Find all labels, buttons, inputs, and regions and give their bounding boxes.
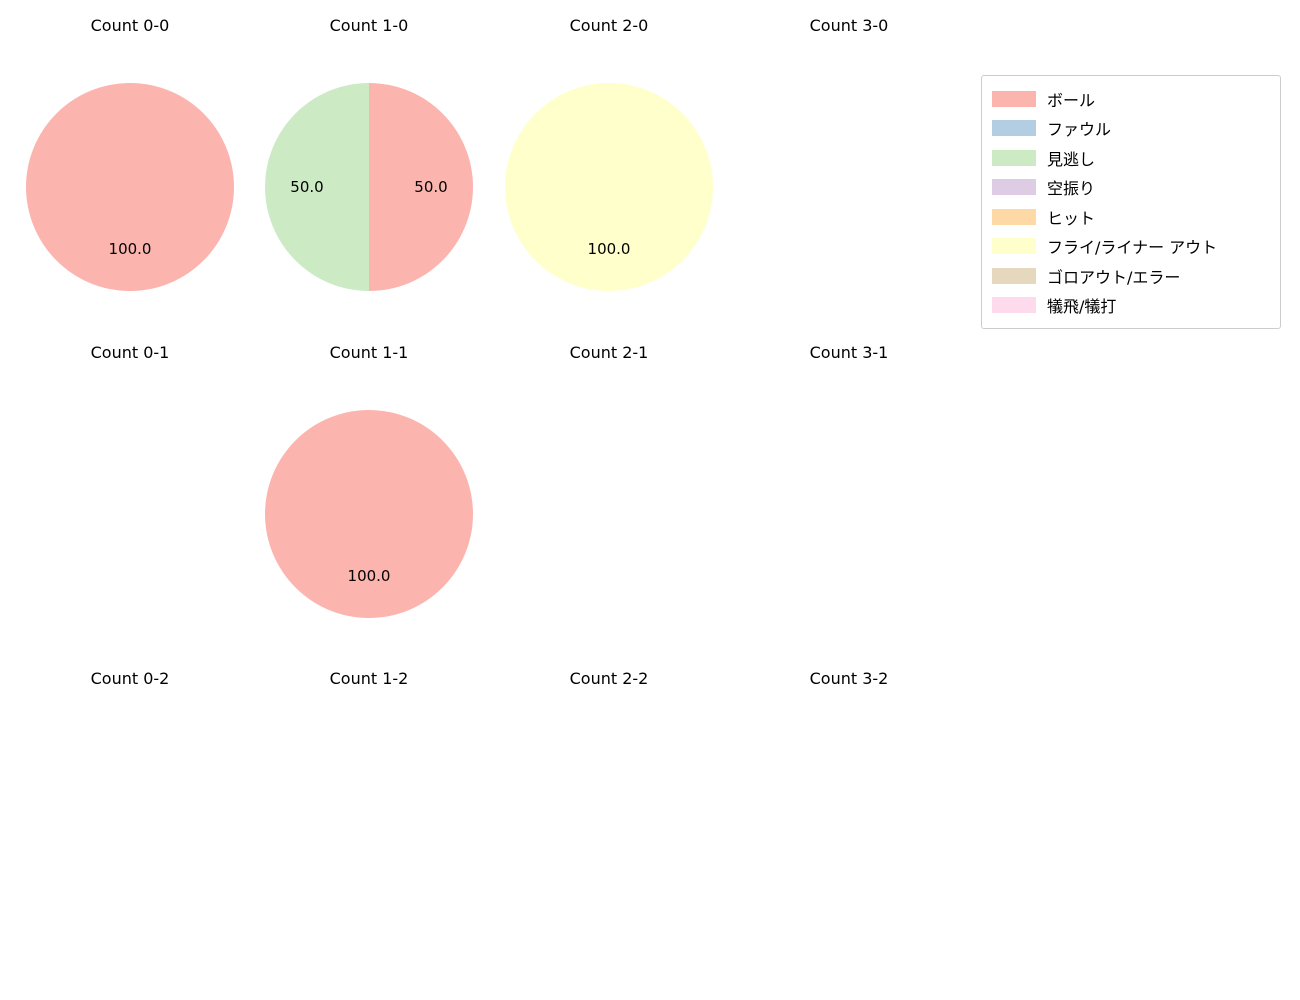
subplot-title: Count 0-2 xyxy=(90,669,170,688)
pie-subplot: Count 2-2 xyxy=(489,667,729,691)
legend-item: ゴロアウト/エラー xyxy=(992,261,1270,291)
pie-subplot: Count 0-2 xyxy=(10,667,250,691)
legend-swatch xyxy=(992,297,1036,314)
subplot-title: Count 3-0 xyxy=(809,16,889,35)
legend-label: ファウル xyxy=(1047,120,1112,140)
subplot-title: Count 2-1 xyxy=(569,343,649,362)
pie-subplot: Count 2-1 xyxy=(489,341,729,365)
legend-item: 空振り xyxy=(992,173,1270,203)
pie-chart: 50.0 50.0 xyxy=(265,83,473,291)
legend-label: フライ/ライナー アウト xyxy=(1047,238,1218,258)
legend-swatch xyxy=(992,208,1036,225)
subplot-title: Count 2-2 xyxy=(569,669,649,688)
legend-item: フライ/ライナー アウト xyxy=(992,232,1270,262)
legend-item: ファウル xyxy=(992,114,1270,144)
legend-item: 犠飛/犠打 xyxy=(992,291,1270,321)
legend-label: 犠飛/犠打 xyxy=(1047,297,1117,317)
legend-swatch xyxy=(992,179,1036,196)
legend-label: ヒット xyxy=(1047,208,1096,228)
pie-subplot: Count 3-2 xyxy=(729,667,969,691)
subplot-title: Count 2-0 xyxy=(569,16,649,35)
legend-label: ゴロアウト/エラー xyxy=(1047,267,1181,287)
pie-slice-value: 50.0 xyxy=(290,178,324,196)
pie-slice-value: 100.0 xyxy=(347,567,391,585)
pie-subplot: Count 3-0 xyxy=(729,14,969,38)
pie-subplot: Count 1-0 50.0 50.0 xyxy=(249,14,489,291)
legend-item: ボール xyxy=(992,84,1270,114)
legend-swatch xyxy=(992,90,1036,107)
legend-swatch xyxy=(992,120,1036,137)
legend-item: ヒット xyxy=(992,202,1270,232)
pie-chart: 100.0 xyxy=(505,83,713,291)
legend-swatch xyxy=(992,149,1036,166)
legend-item: 見逃し xyxy=(992,143,1270,173)
legend-label: ボール xyxy=(1047,90,1096,110)
legend-swatch xyxy=(992,267,1036,284)
pie-chart: 100.0 xyxy=(26,83,234,291)
pie-subplot: Count 0-1 xyxy=(10,341,250,365)
pie-slice-value: 100.0 xyxy=(108,240,152,258)
pie-subplot: Count 1-1 100.0 xyxy=(249,341,489,618)
pie-subplot: Count 2-0 100.0 xyxy=(489,14,729,291)
pie-chart: 100.0 xyxy=(265,410,473,618)
legend-label: 見逃し xyxy=(1047,149,1096,169)
legend: ボール ファウル 見逃し 空振り ヒット フライ/ライナー アウト ゴロアウト/… xyxy=(981,75,1281,329)
subplot-title: Count 0-0 xyxy=(90,16,170,35)
pie-subplot: Count 3-1 xyxy=(729,341,969,365)
pie-slice-value: 100.0 xyxy=(587,240,631,258)
legend-swatch xyxy=(992,238,1036,255)
subplot-title: Count 3-2 xyxy=(809,669,889,688)
pie-slice-value: 50.0 xyxy=(414,178,448,196)
subplot-title: Count 1-1 xyxy=(329,343,409,362)
subplot-title: Count 3-1 xyxy=(809,343,889,362)
legend-label: 空振り xyxy=(1047,179,1096,199)
pie-subplot: Count 1-2 xyxy=(249,667,489,691)
legend-items: ボール ファウル 見逃し 空振り ヒット フライ/ライナー アウト ゴロアウト/… xyxy=(992,84,1270,320)
subplot-title: Count 1-0 xyxy=(329,16,409,35)
pie-subplot: Count 0-0 100.0 xyxy=(10,14,250,291)
subplot-title: Count 0-1 xyxy=(90,343,170,362)
subplot-title: Count 1-2 xyxy=(329,669,409,688)
